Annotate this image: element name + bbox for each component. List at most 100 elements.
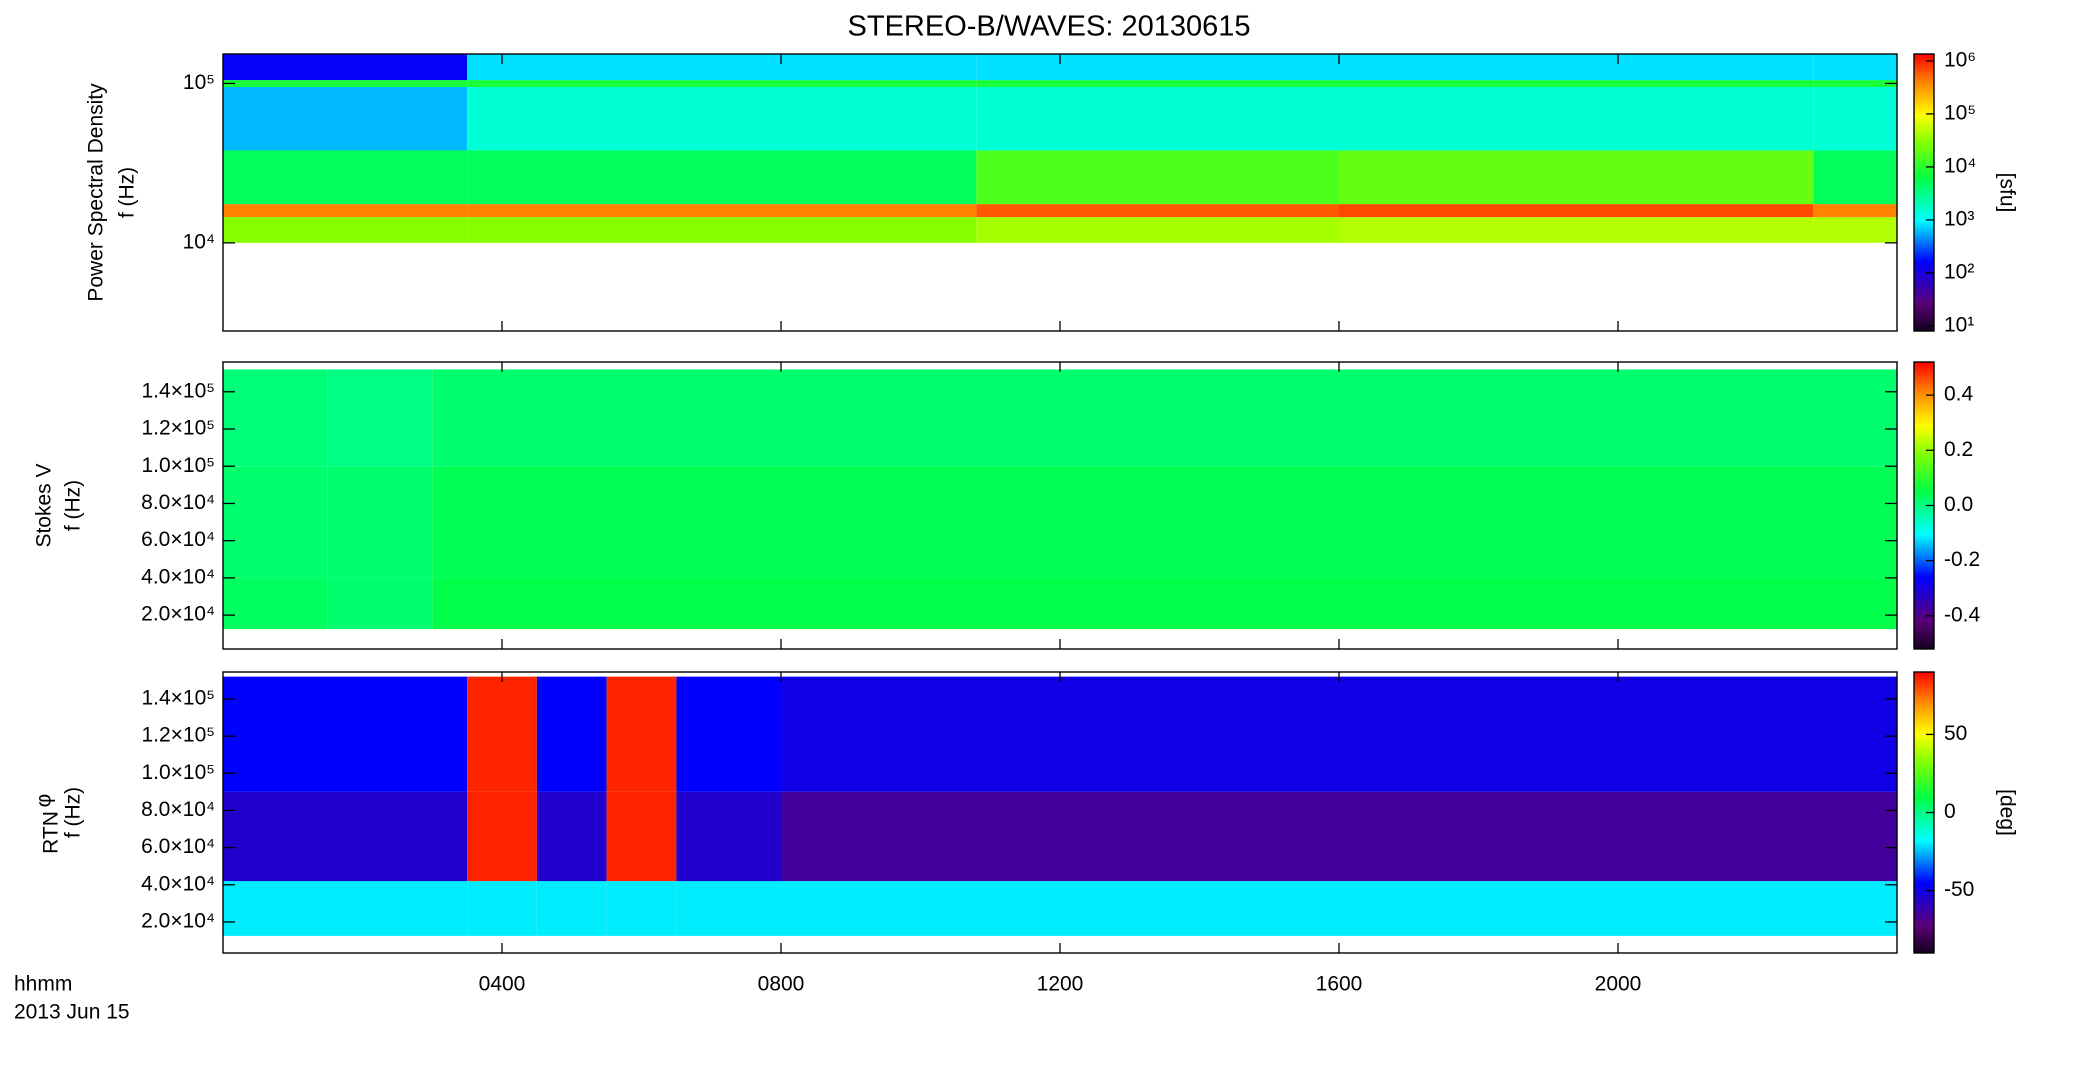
heatmap-cell xyxy=(223,369,328,467)
heatmap-cell xyxy=(976,204,1339,218)
heatmap-cell xyxy=(1813,80,1897,87)
colorbar-label: [deg] xyxy=(1995,789,2018,836)
heatmap-cell xyxy=(467,676,537,792)
y-axis-label: Power Spectral Density xyxy=(85,83,108,302)
y-tick-label: 10⁵ xyxy=(183,71,215,94)
heatmap-cell xyxy=(606,676,677,792)
heatmap-cell xyxy=(536,791,607,882)
date-label: 2013 Jun 15 xyxy=(14,1001,130,1024)
heatmap-cell xyxy=(536,881,607,936)
y-tick-label: 2.0×10⁴ xyxy=(141,603,215,626)
heatmap-cell xyxy=(432,577,1897,630)
heatmap-cell xyxy=(1339,150,1814,205)
heatmap-cell xyxy=(1339,54,1814,81)
colorbar-tick-label: 10¹ xyxy=(1944,313,1974,336)
heatmap-cell xyxy=(536,676,607,792)
heatmap-cell xyxy=(223,86,468,151)
x-tick-label: 0400 xyxy=(479,973,526,996)
y-tick-label: 1.4×10⁵ xyxy=(141,379,215,402)
heatmap-cell xyxy=(976,80,1339,87)
y-tick-label: 8.0×10⁴ xyxy=(141,798,215,821)
colorbar-tick-label: 0.2 xyxy=(1944,438,1973,461)
heatmap-cell xyxy=(223,881,468,936)
x-tick-label: 1600 xyxy=(1316,973,1363,996)
colorbar xyxy=(1914,54,1934,331)
heatmap-cell xyxy=(223,217,468,243)
heatmap-cell xyxy=(606,791,677,882)
heatmap-cell xyxy=(781,881,1897,936)
heatmap-cell xyxy=(676,676,781,792)
y-tick-label: 2.0×10⁴ xyxy=(141,910,215,933)
y-tick-label: 4.0×10⁴ xyxy=(141,872,215,895)
heatmap-cell xyxy=(327,466,433,578)
heatmap-cell xyxy=(1339,217,1814,243)
heatmap-cell xyxy=(432,466,1897,578)
y-axis-label: Stokes V xyxy=(33,463,56,547)
colorbar-tick-label: 10⁴ xyxy=(1944,154,1976,177)
heatmap-cell xyxy=(223,150,468,205)
heatmap-cell xyxy=(781,791,1897,882)
heatmap-cell xyxy=(327,577,433,630)
heatmap-cell xyxy=(676,791,781,882)
colorbar-tick-label: 0.0 xyxy=(1944,493,1973,516)
y-axis-label: f (Hz) xyxy=(62,480,85,531)
y-tick-label: 6.0×10⁴ xyxy=(141,835,215,858)
y-axis-label-subscript: RTN xyxy=(40,811,63,854)
heatmap-cell xyxy=(223,577,328,630)
y-tick-label: 1.0×10⁵ xyxy=(141,761,215,784)
y-tick-label: 1.2×10⁵ xyxy=(141,417,215,440)
heatmap-cell xyxy=(467,54,977,81)
heatmap-cell xyxy=(781,676,1897,792)
heatmap-cell xyxy=(1813,150,1897,205)
heatmap-cell xyxy=(467,204,977,218)
colorbar-tick-label: 10⁵ xyxy=(1944,101,1976,124)
colorbar-label: [sfu] xyxy=(1995,173,2018,213)
heatmap-cell xyxy=(976,217,1339,243)
x-axis-label: hhmm xyxy=(14,973,72,996)
chart-title: STEREO-B/WAVES: 20130615 xyxy=(848,11,1251,43)
x-tick-label: 0800 xyxy=(758,973,805,996)
heatmap-cell xyxy=(1813,54,1897,81)
y-tick-label: 6.0×10⁴ xyxy=(141,528,215,551)
colorbar-tick-label: -0.2 xyxy=(1944,548,1980,571)
colorbar-tick-label: 0 xyxy=(1944,800,1956,823)
colorbar-tick-label: 10² xyxy=(1944,260,1974,283)
y-tick-label: 1.0×10⁵ xyxy=(141,454,215,477)
colorbar-tick-label: 0.4 xyxy=(1944,383,1974,406)
heatmap-cell xyxy=(467,881,537,936)
heatmap-cell xyxy=(606,881,677,936)
heatmap-cell xyxy=(976,86,1339,151)
colorbar-frame xyxy=(1913,53,1935,332)
heatmap-cell xyxy=(223,466,328,578)
heatmap-cell xyxy=(223,204,468,218)
colorbar xyxy=(1914,362,1934,649)
heatmap-cell xyxy=(1339,86,1814,151)
heatmap-cell xyxy=(467,86,977,151)
y-tick-label: 10⁴ xyxy=(183,230,215,253)
heatmap-cell xyxy=(1339,80,1814,87)
heatmap-cell xyxy=(1339,204,1814,218)
x-tick-label: 2000 xyxy=(1595,973,1642,996)
y-tick-label: 8.0×10⁴ xyxy=(141,491,215,514)
x-tick-label: 1200 xyxy=(1037,973,1084,996)
heatmap-cell xyxy=(223,54,468,81)
y-tick-label: 4.0×10⁴ xyxy=(141,565,215,588)
heatmap-cell xyxy=(1813,86,1897,151)
colorbar-tick-label: -0.4 xyxy=(1944,603,1981,626)
heatmap-cell xyxy=(467,80,977,87)
heatmap-cell xyxy=(676,881,781,936)
heatmap-cell xyxy=(1813,204,1897,218)
heatmap-cell xyxy=(467,791,537,882)
y-axis-label: φ xyxy=(33,794,56,808)
colorbar-tick-label: 10⁶ xyxy=(1944,48,1976,71)
y-tick-label: 1.4×10⁵ xyxy=(141,686,215,709)
heatmap-cell xyxy=(223,791,468,882)
colorbar-tick-label: 10³ xyxy=(1944,207,1974,230)
heatmap-cell xyxy=(976,150,1339,205)
heatmap-cell xyxy=(1813,217,1897,243)
heatmap-cell xyxy=(223,676,468,792)
y-axis-label: f (Hz) xyxy=(116,167,139,218)
colorbar xyxy=(1914,672,1934,953)
heatmap-cell xyxy=(432,369,1897,467)
